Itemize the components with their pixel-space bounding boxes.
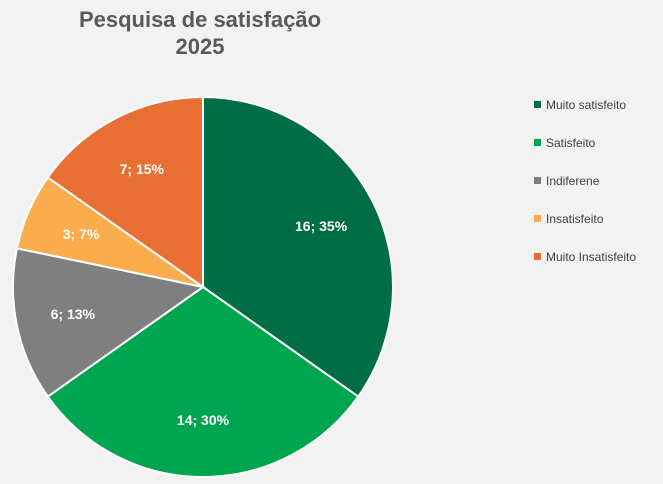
legend-swatch xyxy=(534,215,541,222)
data-label-muito-insatisfeito: 7; 15% xyxy=(120,161,165,177)
legend-label: Muito Insatisfeito xyxy=(546,249,637,264)
data-label-insatisfeito: 3; 7% xyxy=(63,226,100,242)
chart-legend: Muito satisfeito Satisfeito Indiferene Insa… xyxy=(534,95,636,285)
legend-item-muito-insatisfeito: Muito Insatisfeito xyxy=(534,247,636,266)
pie-slice-muito-satisfeito xyxy=(202,95,394,398)
chart-title-line-2: 2025 xyxy=(175,34,225,59)
legend-swatch xyxy=(534,101,541,108)
data-label-indiferene: 6; 13% xyxy=(51,306,96,322)
pie-slice-satisfeito xyxy=(46,285,360,478)
legend-label: Insatisfeito xyxy=(546,211,604,226)
chart-title: Pesquisa de satisfação 2025 xyxy=(18,6,382,60)
legend-label: Indiferene xyxy=(546,173,600,188)
pie-slice-indiferene xyxy=(12,247,206,398)
legend-item-insatisfeito: Insatisfeito xyxy=(534,209,636,228)
legend-item-indiferene: Indiferene xyxy=(534,171,636,190)
data-label-satisfeito: 14; 30% xyxy=(177,412,230,428)
legend-label: Satisfeito xyxy=(546,135,596,150)
legend-swatch xyxy=(534,139,541,146)
legend-swatch xyxy=(534,253,541,260)
legend-swatch xyxy=(534,177,541,184)
chart-title-line-1: Pesquisa de satisfação xyxy=(78,7,322,32)
legend-label: Muito satisfeito xyxy=(546,97,627,112)
legend-item-muito-satisfeito: Muito satisfeito xyxy=(534,95,636,114)
pie-slice-muito-insatisfeito xyxy=(46,95,204,289)
data-label-muito-satisfeito: 16; 35% xyxy=(295,218,348,234)
legend-item-satisfeito: Satisfeito xyxy=(534,133,636,152)
